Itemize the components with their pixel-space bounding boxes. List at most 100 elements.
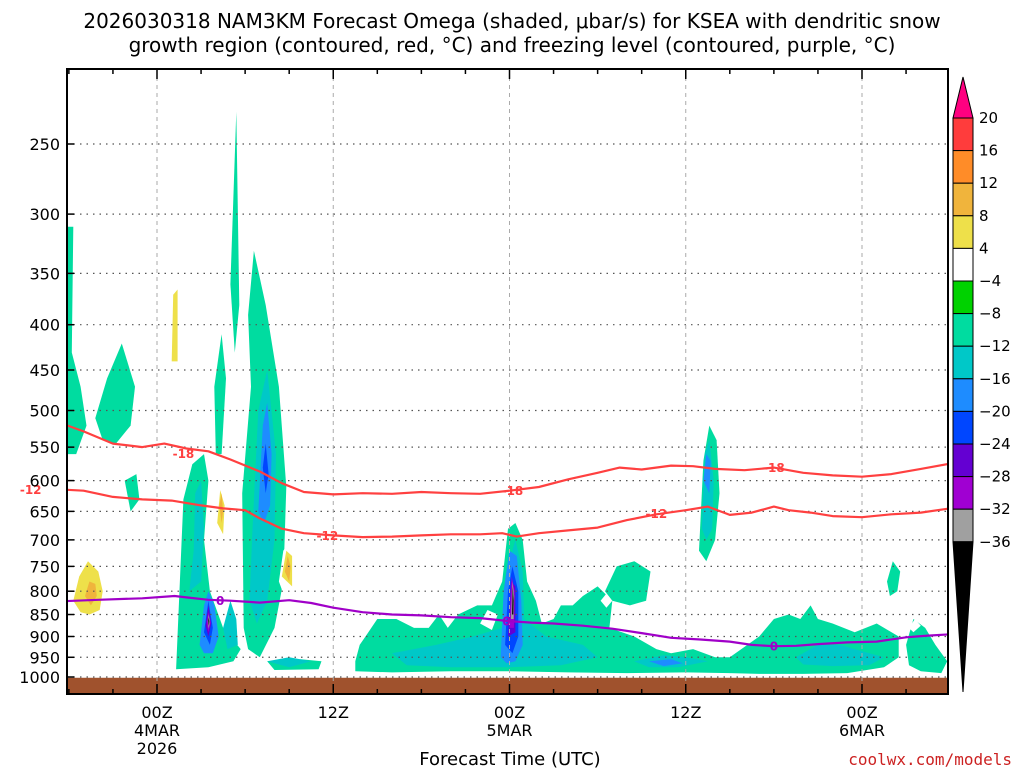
omega-region-31: [262, 443, 269, 494]
colorbar-segment: [952, 117, 974, 152]
x-tick-label: 4MAR: [134, 721, 180, 740]
x-axis-label: Forecast Time (UTC): [419, 749, 600, 768]
colorbar-bottom-arrow: [952, 541, 974, 693]
chart-title-line-2: growth region (contoured, red, °C) and f…: [129, 33, 896, 57]
colorbar-segment: [952, 410, 974, 445]
y-tick-label: 300: [29, 205, 60, 224]
plot-frame: [66, 68, 949, 695]
omega-region-7: [230, 111, 240, 353]
credit-text[interactable]: coolwx.com/models: [848, 750, 1012, 768]
contour--12-isotherm: [67, 488, 948, 539]
colorbar-level-label: −20: [979, 402, 1011, 420]
colorbar-level-label: −4: [979, 272, 1001, 290]
omega-region-54: [183, 440, 191, 468]
y-tick-label: 500: [29, 402, 60, 421]
colorbar-segment: [952, 182, 974, 217]
y-tick-label: 700: [29, 531, 60, 550]
omega-region-56: [384, 499, 397, 535]
y-tick-label: 750: [29, 557, 60, 576]
colorbar-segment: [952, 313, 974, 347]
x-tick-label: 12Z: [670, 703, 701, 722]
colorbar-level-label: 12: [979, 174, 998, 192]
omega-region-40: [208, 617, 210, 626]
colorbar-level-label: 8: [979, 207, 989, 225]
omega-region-53: [212, 305, 219, 362]
colorbar-level-label: 16: [979, 142, 998, 160]
colorbar-segment: [952, 280, 974, 315]
omega-region-2: [95, 343, 135, 444]
colorbar-level-label: −16: [979, 370, 1011, 388]
y-tick-label: 850: [29, 606, 60, 625]
omega-region-60: [737, 454, 767, 494]
x-tick-label: 00Z: [494, 703, 525, 722]
omega-region-55: [330, 511, 340, 546]
contour-label: 0: [770, 640, 778, 654]
contour-label: -12: [20, 483, 42, 497]
omega-region-5: [214, 334, 226, 455]
contour-label: -18: [502, 484, 524, 498]
chart-title-line-1: 2026030318 NAM3KM Forecast Omega (shaded…: [83, 9, 940, 33]
omega-region-62: [939, 527, 948, 586]
y-tick-label: 350: [29, 264, 60, 283]
contour-label: 0: [216, 594, 224, 608]
omega-region-38: [512, 586, 514, 615]
omega-shading-layer: [67, 111, 948, 674]
colorbar-segment: [952, 476, 974, 510]
colorbar-top-arrow: [952, 76, 974, 119]
y-tick-label: 250: [29, 135, 60, 154]
colorbar-segment: [952, 150, 974, 184]
contour-label: 0: [502, 615, 510, 629]
y-tick-label: 900: [29, 627, 60, 646]
omega-region-3: [124, 474, 140, 512]
y-tick-label: 950: [29, 648, 60, 667]
colorbar-level-label: 20: [979, 109, 998, 127]
colorbar: 20 16 12 8 4 −4 −8 −12 −16 −20 −24 −28 −32 −36: [952, 76, 1011, 693]
ground-layer: [67, 677, 948, 694]
y-axis: 250 300 350 400 450 500 550 600 650 700 750 800 850 9…: [19, 135, 74, 687]
y-tick-label: 400: [29, 316, 60, 335]
omega-region-65: [600, 593, 613, 608]
colorbar-level-label: −12: [979, 337, 1011, 355]
colorbar-level-label: −36: [979, 533, 1011, 551]
omega-region-58: [531, 305, 547, 468]
omega-region-46: [171, 289, 178, 362]
contour--18-isotherm: [67, 424, 948, 496]
omega-region-18: [223, 600, 238, 650]
omega-region-28: [703, 454, 711, 494]
colorbar-level-label: −8: [979, 305, 1001, 323]
colorbar-segment: [952, 247, 974, 282]
contour-label: -12: [646, 507, 668, 521]
colorbar-level-label: −32: [979, 500, 1011, 518]
x-tick-label: 00Z: [141, 703, 172, 722]
colorbar-segment: [952, 378, 974, 412]
x-tick-label: 00Z: [846, 703, 877, 722]
omega-region-21: [392, 539, 598, 668]
omega-region-23: [701, 440, 714, 540]
contour-label-layer: 0 -12 -18 -18 -12 -12 -18 0 0: [20, 447, 785, 654]
x-tick-label: 5MAR: [486, 721, 532, 740]
ground-surface: [67, 677, 948, 694]
omega-region-4: [176, 454, 241, 670]
omega-region-29: [649, 659, 683, 667]
y-tick-label: 550: [29, 438, 60, 457]
colorbar-segment: [952, 508, 974, 543]
y-tick-label: 800: [29, 582, 60, 601]
y-tick-label: 600: [29, 472, 60, 491]
y-tick-label: 650: [29, 502, 60, 521]
omega-region-9: [355, 523, 752, 674]
colorbar-level-label: −24: [979, 435, 1011, 453]
omega-region-64: [909, 619, 921, 633]
omega-region-20: [267, 657, 312, 668]
omega-region-13: [887, 561, 901, 596]
x-tick-label: 2026: [137, 739, 178, 758]
colorbar-segment: [952, 345, 974, 380]
omega-region-17: [189, 480, 204, 592]
omega-region-57: [494, 394, 517, 481]
colorbar-level-label: 4: [979, 239, 989, 257]
x-tick-label: 6MAR: [839, 721, 885, 740]
x-tick-label: 12Z: [318, 703, 349, 722]
colorbar-level-label: −28: [979, 468, 1011, 486]
omega-region-61: [906, 144, 915, 251]
contour-label: -18: [763, 461, 785, 475]
